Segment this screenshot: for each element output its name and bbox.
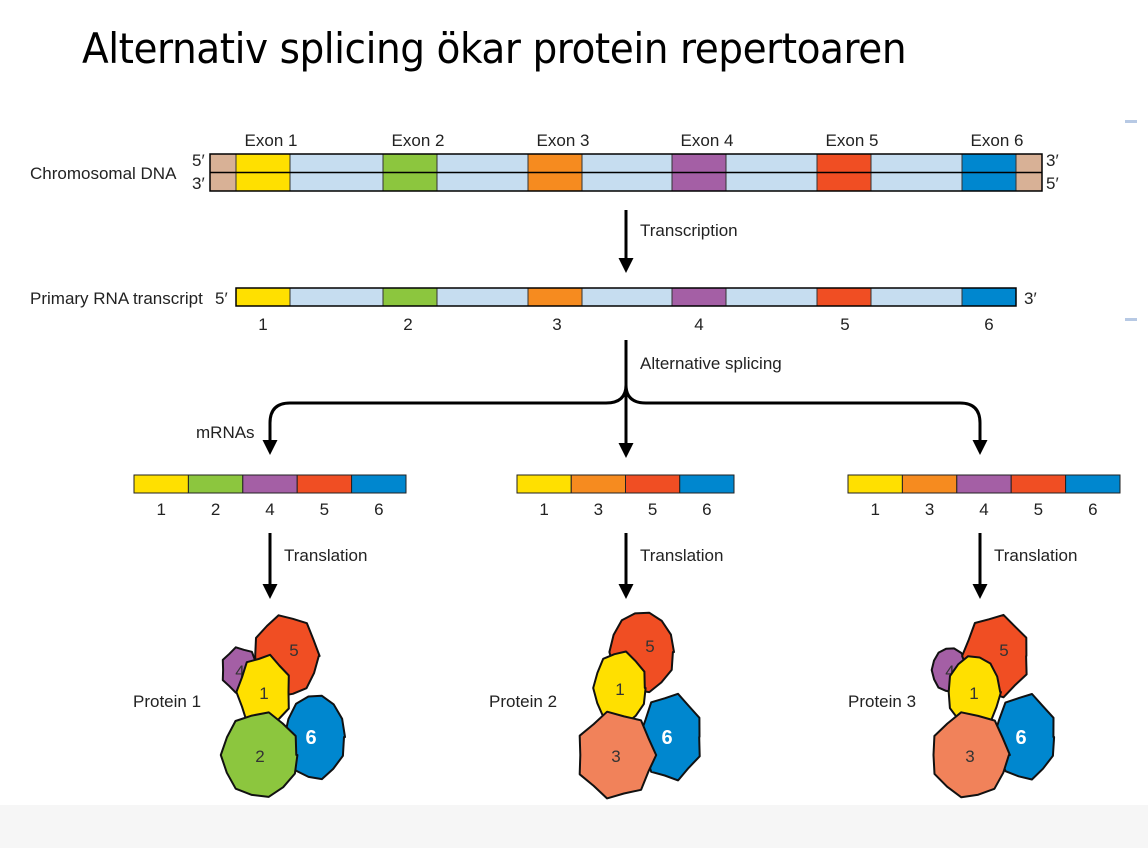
protein-subunit-number: 1	[259, 684, 268, 703]
mrna-exon-4-segment	[956, 474, 1012, 494]
edge-mark	[1125, 120, 1137, 123]
protein-subunit-number: 6	[305, 727, 316, 749]
rna-exon-number: 6	[984, 315, 993, 334]
mrna-exon-number: 5	[648, 500, 657, 519]
exon-label: Exon 6	[971, 131, 1024, 150]
mrna-exon-6-segment	[351, 474, 407, 494]
rna-intron-segment	[725, 287, 818, 307]
protein-label: Protein 3	[848, 692, 916, 711]
rna-label: Primary RNA transcript	[30, 289, 203, 308]
protein-subunit-2	[219, 711, 299, 798]
protein-subunit-number: 3	[611, 747, 620, 766]
rna-exon-number: 3	[552, 315, 561, 334]
rna-exon-2-segment	[382, 287, 438, 307]
mrna-exon-5-segment	[1010, 474, 1067, 494]
protein-subunit-number: 5	[645, 637, 654, 656]
edge-mark	[1125, 318, 1137, 321]
rna-exon-number: 2	[403, 315, 412, 334]
exon-label: Exon 3	[537, 131, 590, 150]
footer-band	[0, 805, 1148, 848]
dna-5-prime-bottom: 5′	[1046, 174, 1059, 193]
mrna-exon-number: 3	[925, 500, 934, 519]
transcription-label: Transcription	[640, 221, 738, 240]
mrna-2: 1 3 5 6	[516, 474, 735, 519]
rna-3-prime: 3′	[1024, 289, 1037, 308]
protein-subunit-number: 5	[999, 641, 1008, 660]
mrna-exon-1-segment	[133, 474, 189, 494]
rna-exon-number: 5	[840, 315, 849, 334]
mrna-exon-1-segment	[516, 474, 572, 494]
rna-intron-segment	[581, 287, 673, 307]
mrna-exon-2-segment	[187, 474, 244, 494]
rna-intron-segment	[289, 287, 384, 307]
protein-3: Protein 3 4 6 5 1 3	[848, 613, 1056, 799]
rna-intron-segment	[436, 287, 529, 307]
primary-rna-transcript	[235, 287, 1017, 307]
protein-subunit-3	[932, 711, 1011, 799]
mrna-exon-number: 5	[320, 500, 329, 519]
rna-exon-4-segment	[671, 287, 727, 307]
mrna-exon-number: 1	[156, 500, 165, 519]
exon-label: Exon 2	[392, 131, 445, 150]
alternative-splicing-label: Alternative splicing	[640, 354, 782, 373]
mrna-1: 1 2 4 5 6	[133, 474, 407, 519]
exon-label: Exon 4	[681, 131, 734, 150]
rna-exon-5-segment	[816, 287, 872, 307]
mrna-exon-6-segment	[1065, 474, 1121, 494]
dna-3-prime-bottom: 3′	[192, 174, 205, 193]
rna-exon-number: 1	[258, 315, 267, 334]
mrna-exon-5-segment	[625, 474, 681, 494]
mrna-exon-5-segment	[296, 474, 353, 494]
rna-exon-number: 4	[694, 315, 703, 334]
mrna-exon-6-segment	[679, 474, 735, 494]
protein-2: Protein 2 6 5 1 3	[489, 611, 701, 800]
mrna-exon-number: 2	[211, 500, 220, 519]
mrna-exon-number: 1	[539, 500, 548, 519]
mrna-3: 1 3 4 5 6	[847, 474, 1121, 519]
mrna-exon-3-segment	[570, 474, 626, 494]
protein-subunit-number: 2	[255, 747, 264, 766]
dna-label: Chromosomal DNA	[30, 164, 177, 183]
protein-subunit-number: 1	[969, 684, 978, 703]
translation-label: Translation	[994, 546, 1077, 565]
mrna-exon-1-segment	[847, 474, 903, 494]
rna-5-prime: 5′	[215, 289, 228, 308]
protein-subunit-number: 6	[1015, 727, 1026, 749]
mrna-exon-number: 6	[374, 500, 383, 519]
mrnas-label: mRNAs	[196, 423, 255, 442]
mrna-exon-number: 1	[870, 500, 879, 519]
exon-label: Exon 5	[826, 131, 879, 150]
exon-label: Exon 1	[245, 131, 298, 150]
rna-exon-1-segment	[235, 287, 291, 307]
mrna-exon-number: 5	[1034, 500, 1043, 519]
chromosomal-dna	[209, 153, 1043, 192]
protein-subunit-number: 4	[235, 662, 244, 681]
slide-title: Alternativ splicing ökar protein reperto…	[82, 24, 907, 73]
mrna-exon-number: 6	[1088, 500, 1097, 519]
mrna-exon-number: 4	[265, 500, 274, 519]
splicing-brace-arrows	[262, 340, 988, 458]
mrna-exon-4-segment	[242, 474, 298, 494]
translation-label: Translation	[640, 546, 723, 565]
protein-subunit-number: 3	[965, 747, 974, 766]
protein-subunit-number: 5	[289, 641, 298, 660]
protein-subunit-number: 4	[945, 662, 954, 681]
rna-exon-6-segment	[961, 287, 1017, 307]
protein-subunit-3	[578, 710, 658, 800]
protein-subunit-number: 6	[661, 727, 672, 749]
translation-label: Translation	[284, 546, 367, 565]
dna-3-prime-top: 3′	[1046, 151, 1059, 170]
protein-label: Protein 1	[133, 692, 201, 711]
dna-5-prime-top: 5′	[192, 151, 205, 170]
protein-1: Protein 1 4 6 5 1 2	[133, 614, 346, 798]
protein-label: Protein 2	[489, 692, 557, 711]
rna-exon-3-segment	[527, 287, 583, 307]
mrna-exon-number: 4	[979, 500, 988, 519]
mrna-exon-number: 6	[702, 500, 711, 519]
mrna-exon-number: 3	[594, 500, 603, 519]
protein-subunit-number: 1	[615, 680, 624, 699]
mrna-exon-3-segment	[901, 474, 958, 494]
rna-intron-segment	[870, 287, 963, 307]
